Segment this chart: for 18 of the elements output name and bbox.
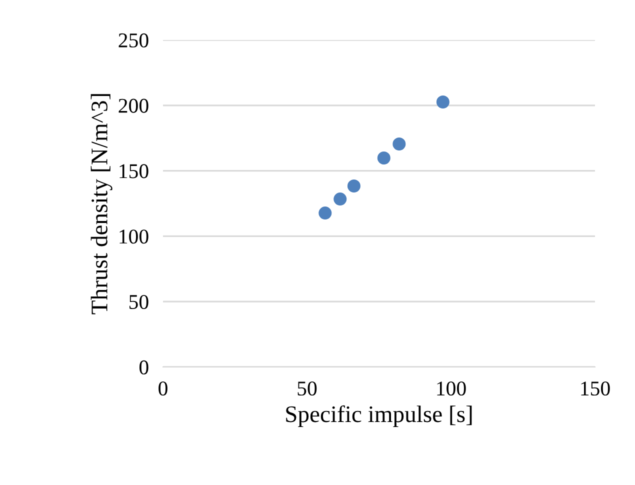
y-tick-label: 150 [120, 164, 148, 178]
y-tick-label: 100 [120, 230, 148, 244]
point [334, 192, 347, 206]
point [392, 137, 406, 150]
x-tick-label: 0 [158, 381, 168, 396]
point [377, 151, 390, 164]
x-axis-title: Specific impulse [s] [286, 405, 472, 427]
y-tick-label: 0 [139, 360, 148, 374]
y-axis-title: Thrust density [N/m^3] [90, 94, 112, 314]
y-tick-label: 200 [118, 98, 148, 113]
x-tick-label: 50 [298, 381, 317, 396]
x-tick-label: 150 [581, 381, 610, 396]
point [347, 179, 360, 192]
point [436, 95, 450, 109]
y-tick-label: 250 [118, 33, 148, 48]
point [318, 206, 332, 220]
x-tick-label: 100 [437, 381, 466, 396]
y-tick-label: 50 [129, 294, 148, 310]
